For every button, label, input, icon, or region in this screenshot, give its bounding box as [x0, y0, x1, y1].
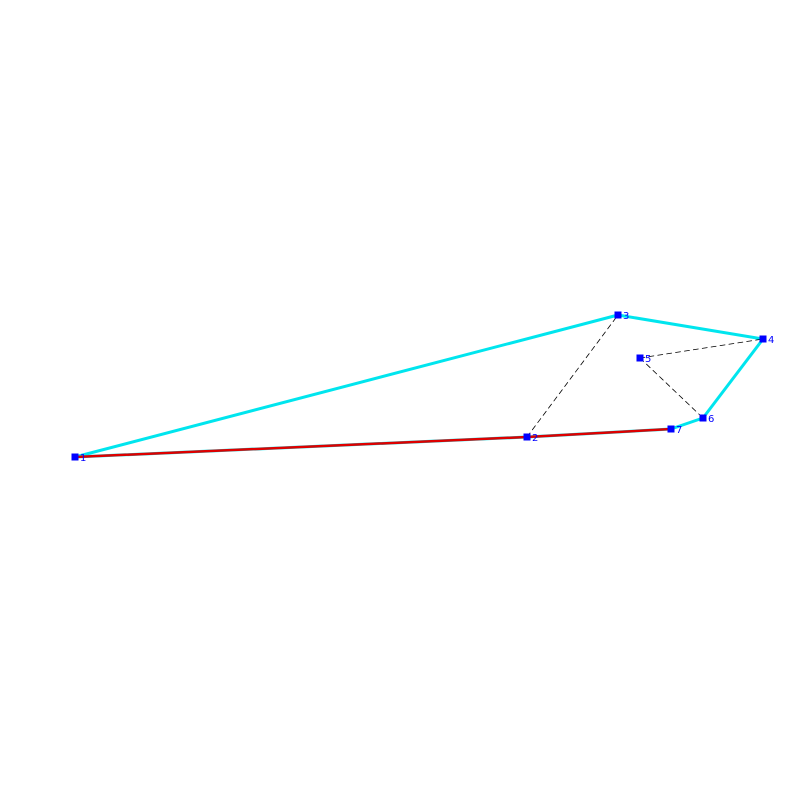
node-label-1: 1 — [80, 453, 86, 464]
dashed-edge-5-4 — [639, 338, 764, 359]
node-marker-4 — [759, 335, 767, 343]
path-edge-1-2 — [73, 435, 529, 459]
node-4: 4 — [759, 335, 774, 346]
node-label-6: 6 — [708, 414, 714, 425]
node-label-7: 7 — [676, 425, 682, 436]
hull-edge-4-6 — [701, 337, 765, 420]
node-label-2: 2 — [532, 433, 538, 444]
node-label-5: 5 — [645, 354, 651, 365]
node-1: 1 — [71, 453, 86, 464]
dashed-edges — [526, 314, 764, 438]
hull-edge-3-4 — [616, 313, 765, 341]
nodes: 1 2 3 4 5 6 7 — [71, 311, 774, 464]
node-marker-7 — [667, 425, 675, 433]
path-edge-2-7 — [525, 427, 673, 439]
node-2: 2 — [523, 433, 538, 444]
node-marker-2 — [523, 433, 531, 441]
path-edges — [73, 427, 673, 459]
dashed-edge-5-6 — [639, 357, 704, 419]
node-marker-5 — [636, 354, 644, 362]
hull-edge-1-3 — [73, 313, 620, 459]
hull-edge-6-7 — [669, 416, 705, 431]
node-label-4: 4 — [768, 335, 774, 346]
node-6: 6 — [699, 414, 714, 425]
node-7: 7 — [667, 425, 682, 436]
node-marker-3 — [614, 311, 622, 319]
node-marker-6 — [699, 414, 707, 422]
node-5: 5 — [636, 354, 651, 365]
dashed-edge-2-3 — [526, 314, 619, 438]
node-marker-1 — [71, 453, 79, 461]
node-label-3: 3 — [623, 311, 629, 322]
node-3: 3 — [614, 311, 629, 322]
hull-edges — [73, 313, 765, 459]
